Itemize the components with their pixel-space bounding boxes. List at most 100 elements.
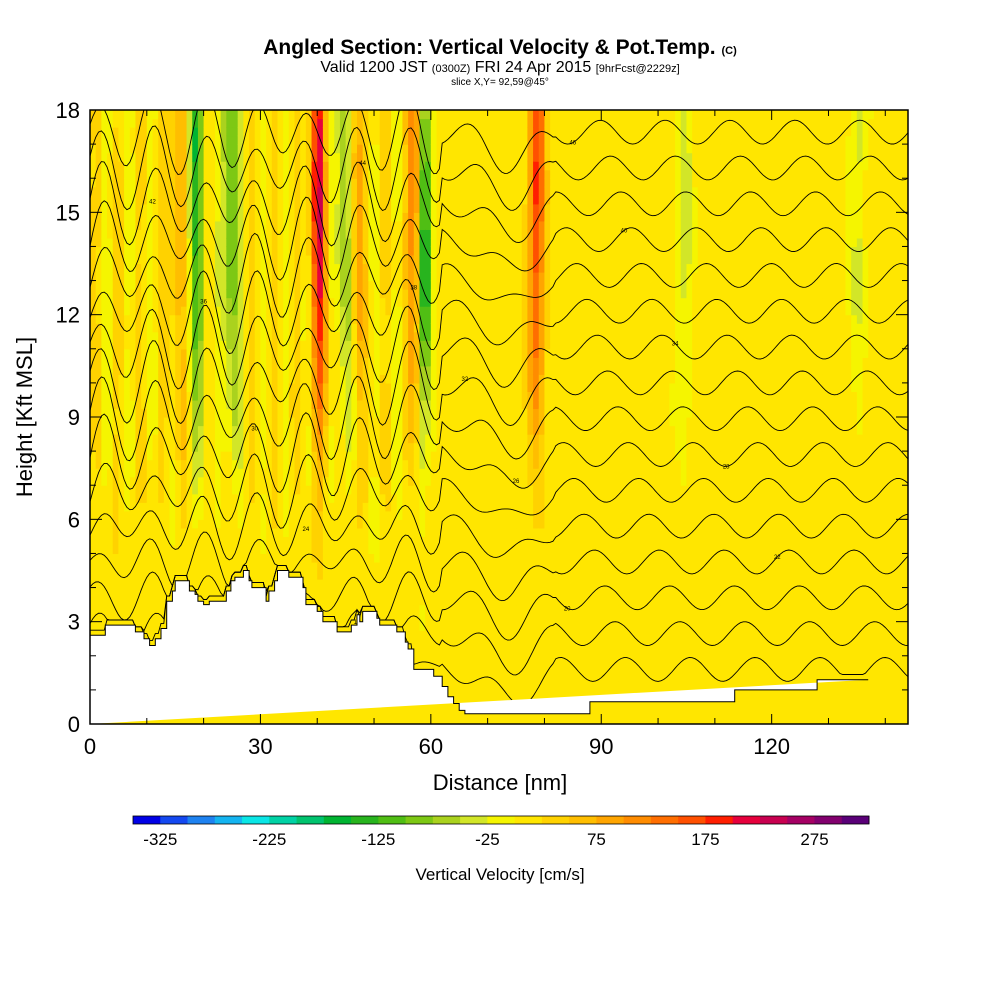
field-cell <box>232 289 239 299</box>
field-cell <box>158 459 165 469</box>
field-cell <box>203 127 210 137</box>
field-cell <box>317 340 324 350</box>
field-cell <box>95 527 102 537</box>
field-cell <box>453 195 460 205</box>
field-cell <box>260 331 267 341</box>
field-cell <box>158 399 165 410</box>
field-cell <box>254 357 262 367</box>
field-cell <box>374 399 381 410</box>
field-cell <box>214 715 222 724</box>
field-cell <box>339 570 347 580</box>
field-cell <box>385 289 392 299</box>
field-cell <box>396 391 404 401</box>
field-cell <box>203 254 210 265</box>
field-cell <box>476 638 483 648</box>
field-cell <box>425 331 432 341</box>
field-cell <box>379 212 386 222</box>
field-cell <box>186 544 193 555</box>
field-cell <box>459 229 466 239</box>
field-cell <box>379 203 386 213</box>
field-cell <box>419 502 426 512</box>
field-cell <box>169 135 176 145</box>
field-cell <box>453 519 460 529</box>
field-cell <box>425 706 432 717</box>
field-cell <box>305 365 313 375</box>
field-cell <box>453 408 460 418</box>
field-cell <box>209 357 216 367</box>
field-cell <box>220 399 227 410</box>
field-cell <box>356 451 364 461</box>
field-cell <box>464 110 472 120</box>
field-cell <box>379 604 386 614</box>
field-cell <box>305 485 313 495</box>
field-cell <box>402 510 409 520</box>
field-cell <box>107 553 114 563</box>
field-cell <box>266 374 273 384</box>
field-cell <box>118 135 125 145</box>
field-cell <box>135 331 142 341</box>
field-cell <box>158 536 165 546</box>
field-cell <box>203 579 210 589</box>
field-cell <box>317 280 324 290</box>
field-cell <box>305 519 313 529</box>
field-cell <box>95 493 102 503</box>
field-cell <box>260 374 267 384</box>
field-cell <box>118 604 125 614</box>
field-cell <box>294 476 301 486</box>
field-cell <box>459 476 466 486</box>
field-cell <box>379 246 386 256</box>
field-cell <box>175 382 182 393</box>
field-cell <box>158 425 165 435</box>
field-cell <box>277 323 284 333</box>
field-cell <box>192 237 199 248</box>
field-cell <box>158 297 165 307</box>
field-cell <box>413 374 421 384</box>
field-cell <box>169 382 176 393</box>
field-cell <box>351 254 358 265</box>
field-cell <box>260 289 267 299</box>
field-cell <box>374 451 381 461</box>
field-cell <box>197 280 205 290</box>
field-cell <box>442 519 449 529</box>
field-cell <box>95 425 102 435</box>
field-cell <box>300 186 307 196</box>
field-cell <box>90 408 97 418</box>
field-cell <box>141 340 148 350</box>
field-cell <box>413 630 421 640</box>
field-cell <box>356 323 364 333</box>
field-cell <box>459 706 466 717</box>
field-cell <box>470 118 477 128</box>
field-cell <box>243 152 250 162</box>
field-cell <box>300 417 307 427</box>
field-cell <box>430 314 438 324</box>
field-cell <box>430 323 438 333</box>
field-cell <box>322 451 330 461</box>
field-cell <box>124 348 131 358</box>
field-cell <box>192 451 199 461</box>
field-cell <box>158 220 165 230</box>
field-cell <box>243 169 250 179</box>
field-cell <box>288 118 296 128</box>
field-cell <box>351 579 358 589</box>
field-cell <box>425 519 432 529</box>
field-cell <box>146 596 154 606</box>
field-cell <box>95 459 102 469</box>
field-cell <box>470 613 477 623</box>
field-cell <box>300 212 307 222</box>
field-cell <box>328 706 335 717</box>
field-cell <box>163 272 171 282</box>
field-cell <box>152 161 159 171</box>
field-cell <box>124 613 131 623</box>
field-cell <box>141 365 148 375</box>
field-cell <box>186 110 193 120</box>
field-cell <box>464 186 472 196</box>
field-cell <box>260 186 267 196</box>
field-cell <box>425 186 432 196</box>
field-cell <box>163 348 171 358</box>
field-cell <box>476 408 483 418</box>
field-cell <box>425 638 432 648</box>
field-cell <box>90 468 97 478</box>
field-cell <box>322 536 330 546</box>
field-cell <box>470 442 477 452</box>
field-cell <box>328 144 335 154</box>
